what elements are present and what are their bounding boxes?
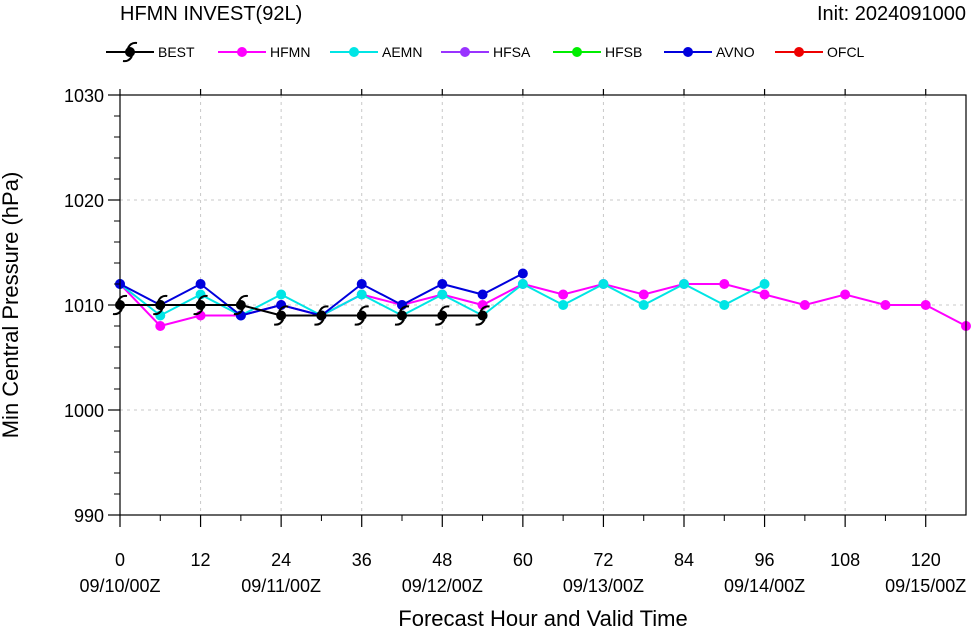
valid-time-label: 09/12/00Z: [402, 576, 483, 596]
point-aemn: [276, 289, 287, 300]
point-avno: [195, 279, 206, 289]
x-tick-label: 24: [271, 550, 291, 570]
legend-label: HFSA: [493, 44, 531, 60]
point-avno: [437, 279, 448, 289]
y-tick-label: 1030: [64, 86, 104, 106]
point-hfmn: [155, 321, 166, 331]
axes: 0 12 24 36 48 60 72 84 96 108 120 09/10/00Z 09/11/00…: [64, 86, 966, 596]
series-best: [112, 294, 490, 326]
legend-item-hfmn: HFMN: [218, 44, 310, 60]
point-aemn: [598, 279, 609, 289]
valid-time-label: 09/10/00Z: [79, 576, 160, 596]
y-tick-label: 1000: [64, 401, 104, 421]
legend-label: OFCL: [827, 44, 865, 60]
point-best: [193, 294, 208, 316]
point-hfmn: [920, 300, 931, 310]
valid-time-label: 09/15/00Z: [885, 576, 966, 596]
y-axis-label: Min Central Pressure (hPa): [0, 172, 23, 439]
legend-item-ofcl: OFCL: [775, 44, 865, 60]
legend-item-aemn: AEMN: [330, 44, 422, 60]
point-aemn: [517, 279, 528, 289]
y-tick-label: 1020: [64, 191, 104, 211]
x-tick-label: 36: [352, 550, 372, 570]
point-best: [435, 305, 450, 326]
point-hfmn: [799, 300, 810, 310]
point-best: [314, 305, 329, 326]
init-label: Init: 2024091000: [817, 3, 966, 25]
legend-label: BEST: [158, 44, 195, 60]
legend-item-hfsb: HFSB: [553, 44, 642, 60]
legend-label: HFMN: [270, 44, 310, 60]
x-tick-label: 60: [513, 550, 533, 570]
legend-label: AEMN: [382, 44, 422, 60]
hurricane-icon: [122, 41, 138, 63]
valid-time-label: 09/14/00Z: [724, 576, 805, 596]
x-tick-label: 84: [674, 550, 694, 570]
point-hfmn: [638, 289, 649, 300]
legend-item-avno: AVNO: [664, 44, 755, 60]
point-best: [394, 305, 410, 326]
point-hfmn: [558, 289, 569, 300]
point-best: [475, 305, 490, 326]
grid: [120, 95, 966, 515]
point-hfmn: [759, 289, 770, 300]
point-aemn: [719, 300, 730, 310]
point-hfmn: [880, 300, 891, 310]
legend-marker: [460, 47, 470, 57]
x-tick-label: 48: [432, 550, 452, 570]
point-best: [273, 305, 289, 326]
point-best: [153, 294, 168, 316]
valid-time-label: 09/13/00Z: [563, 576, 644, 596]
legend-label: HFSB: [605, 44, 642, 60]
plot-series: [112, 268, 971, 331]
point-avno: [517, 268, 528, 279]
y-tick-label: 1010: [64, 296, 104, 316]
point-aemn: [759, 279, 770, 289]
legend-marker: [349, 47, 359, 57]
point-aemn: [356, 289, 367, 300]
valid-time-label: 09/11/00Z: [241, 576, 321, 596]
chart-title: HFMN INVEST(92L): [120, 3, 302, 25]
x-tick-label: 120: [911, 550, 941, 570]
x-tick-label: 0: [115, 550, 125, 570]
point-aemn: [638, 300, 649, 310]
legend-item-hfsa: HFSA: [441, 44, 531, 60]
point-best: [233, 294, 249, 316]
legend-marker: [237, 47, 247, 57]
legend-marker: [683, 47, 693, 57]
point-hfmn: [719, 279, 730, 289]
series-line-best: [120, 304, 483, 317]
y-tick-label: 990: [74, 506, 104, 526]
x-tick-label: 108: [830, 550, 860, 570]
point-hfmn: [840, 289, 851, 300]
x-axis-label: Forecast Hour and Valid Time: [398, 606, 687, 628]
legend: BEST HFMN AEMN HFSA HFSB AVNO OFCL: [106, 41, 865, 63]
legend-label: AVNO: [716, 44, 755, 60]
point-avno: [356, 279, 367, 289]
point-aemn: [679, 279, 689, 289]
point-aemn: [558, 300, 569, 310]
point-best: [354, 305, 369, 326]
legend-item-best: BEST: [106, 41, 195, 63]
legend-marker: [572, 47, 582, 57]
point-aemn: [437, 289, 448, 300]
x-tick-label: 12: [191, 550, 211, 570]
x-tick-label: 72: [593, 550, 613, 570]
point-avno: [477, 289, 488, 300]
x-tick-label: 96: [755, 550, 775, 570]
legend-marker: [794, 47, 804, 57]
